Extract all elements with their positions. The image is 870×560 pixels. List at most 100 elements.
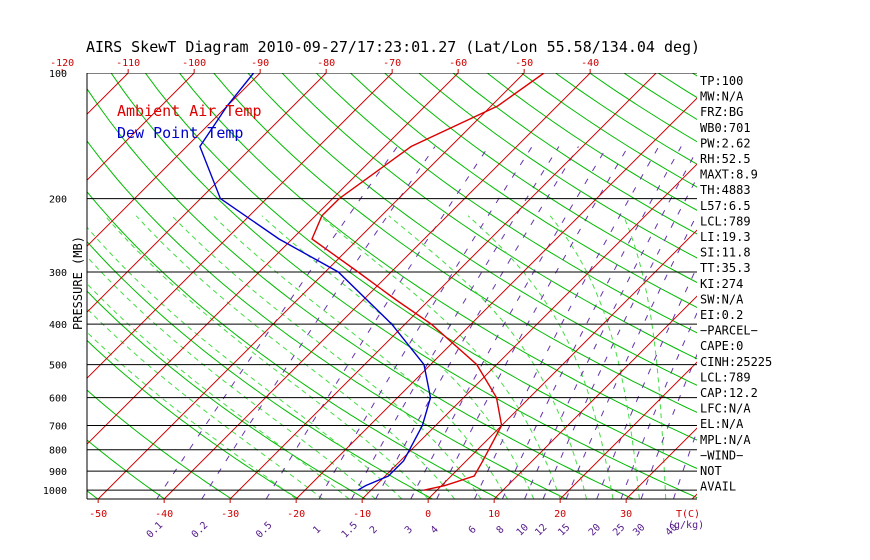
dry-adiabat-line [350, 73, 697, 308]
dry-adiabat-line [87, 290, 366, 499]
moist-adiabat-line [87, 282, 350, 499]
legend-entry: Dew Point Temp [117, 124, 243, 142]
index-entry: AVAIL [700, 480, 736, 494]
index-entry: LI:19.3 [700, 230, 751, 244]
bottom-temp-unit: T(C) [676, 509, 700, 520]
mixing-ratio-unit: (g/kg) [668, 520, 704, 531]
isotherm-line [87, 73, 393, 379]
mixing-ratio-line [265, 146, 489, 499]
top-temp-tick-label: -110 [116, 58, 140, 69]
index-entry: L57:6.5 [700, 199, 751, 213]
dry-adiabat-line [87, 87, 634, 499]
mixing-ratio-tick-label: 0.5 [254, 520, 275, 541]
mixing-ratio-line [524, 149, 697, 499]
mixing-ratio-tick-label: 6 [467, 524, 479, 536]
top-temp-tick-label: -60 [449, 58, 467, 69]
dry-adiabat-line [384, 73, 697, 284]
mixing-ratio-line [156, 146, 398, 499]
moist-adiabat-line [467, 215, 614, 499]
top-temp-tick-label: -80 [317, 58, 335, 69]
mixing-ratio-tick-label: 25 [611, 522, 627, 538]
dewpoint-profile-line [199, 73, 432, 491]
profiles [199, 73, 545, 491]
index-entry: LCL:789 [700, 370, 751, 384]
index-entry: LCL:789 [700, 214, 751, 228]
legend-entry: Ambient Air Temp [117, 102, 262, 120]
isotherm-line [87, 73, 129, 115]
index-entry: NOT [700, 464, 722, 478]
mixing-ratio-tick-label: 30 [631, 522, 647, 538]
isotherm-line [97, 73, 525, 499]
index-entry: WB0:701 [700, 121, 751, 135]
top-temp-axis: -120 -110 -100 -90 -80 -70 -60 -50 -40 [50, 58, 599, 73]
moist-adiabat-line [623, 215, 667, 499]
dry-adiabat-line [521, 73, 697, 188]
pressure-tick-label: 500 [49, 361, 67, 372]
isotherm-line [427, 229, 697, 499]
index-entry: MPL:N/A [700, 433, 751, 447]
top-temp-tick-label: -100 [182, 58, 206, 69]
index-entry: −PARCEL− [700, 324, 758, 338]
pressure-tick-label: 800 [49, 446, 67, 457]
mixing-ratio-line [201, 146, 436, 499]
index-entry: SI:11.8 [700, 246, 751, 260]
mixing-ratio-tick-label: 1 [311, 524, 323, 536]
top-temp-tick-label: -70 [383, 58, 401, 69]
isotherm-line [361, 163, 697, 499]
dry-adiabat-line [0, 73, 31, 499]
mixing-ratio-line [474, 146, 660, 499]
mixing-ratio-tick-label: 4 [429, 524, 441, 536]
mixing-ratio-tick-label: 8 [495, 524, 507, 536]
index-entry: MW:N/A [700, 90, 744, 104]
index-entry: PW:2.62 [700, 136, 751, 150]
mixing-ratio-tick-label: 10 [515, 522, 531, 538]
index-entry: CAPE:0 [700, 339, 743, 353]
dry-adiabat-line [87, 339, 299, 499]
plot-area [0, 73, 870, 499]
isotherm-line [758, 73, 870, 499]
isotherm-line [87, 73, 327, 313]
mixing-ratio-tick-label: 1.5 [340, 520, 361, 541]
chart-title: AIRS SkewT Diagram 2010-09-27/17:23:01.2… [86, 38, 700, 56]
mixing-ratio-tick-label: 0.2 [190, 520, 211, 541]
index-entry: CINH:25225 [700, 355, 772, 369]
bottom-temp-tick-label: 30 [620, 509, 632, 520]
index-entry: TP:100 [700, 74, 743, 88]
dry-adiabat-line [452, 73, 697, 235]
mixing-ratio-tick-label: 0.1 [145, 520, 166, 541]
index-entry: TT:35.3 [700, 261, 751, 275]
dry-adiabat-line [247, 73, 697, 386]
index-entry: MAXT:8.9 [700, 168, 758, 182]
moist-adiabat-line [319, 215, 561, 499]
top-temp-tick-label: -90 [251, 58, 269, 69]
index-entry: EL:N/A [700, 417, 744, 431]
mixing-ratio-line [410, 146, 608, 499]
index-entry: KI:274 [700, 277, 743, 291]
moist-adiabat-line [135, 215, 455, 499]
moist-adiabat-line [261, 215, 535, 499]
dry-adiabat-line [87, 240, 433, 499]
pressure-tick-label: 100 [49, 69, 67, 80]
pressure-tick-label: 700 [49, 422, 67, 433]
mixing-ratio-tick-label: 15 [556, 522, 572, 538]
pressure-tick-label: 200 [49, 195, 67, 206]
dry-adiabat-line [315, 73, 697, 334]
index-entry: SW:N/A [700, 292, 744, 306]
bottom-temp-tick-label: -20 [287, 509, 305, 520]
mixing-ratio-tick-label: 3 [403, 524, 415, 536]
pressure-tick-label: 1000 [43, 486, 67, 497]
index-entry: LFC:N/A [700, 402, 751, 416]
dry-adiabat-line [281, 73, 697, 360]
top-temp-tick-label: -40 [581, 58, 599, 69]
moist-adiabat-line [171, 215, 482, 499]
pressure-tick-label: 600 [49, 394, 67, 405]
isotherm-line [295, 97, 697, 499]
dry-adiabat-line [87, 439, 165, 499]
index-entry: TH:4883 [700, 183, 751, 197]
legend: Ambient Air Temp Dew Point Temp [117, 102, 262, 142]
moist-adiabat-line [212, 215, 508, 499]
dry-adiabat-line [418, 73, 697, 259]
top-temp-tick-label: -120 [50, 58, 74, 69]
index-entry: CAP:12.2 [700, 386, 758, 400]
dry-adiabat-line [213, 73, 697, 413]
